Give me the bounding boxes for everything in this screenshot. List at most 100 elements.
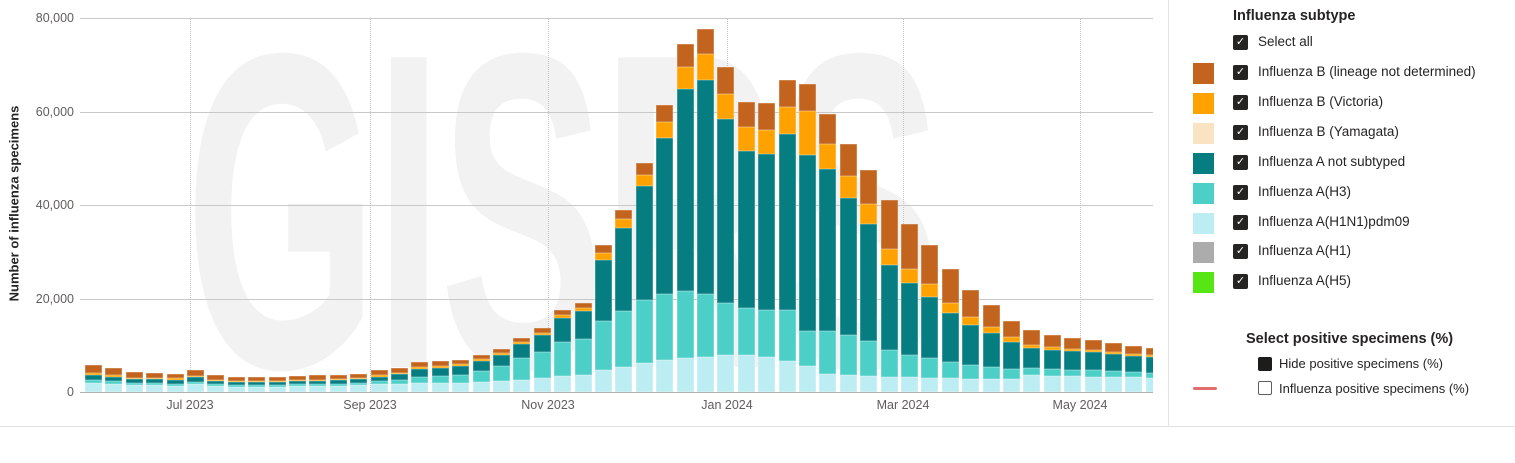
bar-segment-influenza-a-h1n1-pdm09[interactable] — [676, 358, 694, 392]
bar-segment-influenza-a-not-subtyped[interactable] — [105, 376, 123, 382]
week-bar[interactable] — [941, 269, 959, 392]
week-bar[interactable] — [758, 103, 776, 392]
bar-segment-influenza-a-h1n1-pdm09[interactable] — [717, 355, 735, 392]
bar-segment-influenza-a-h1n1-pdm09[interactable] — [493, 381, 510, 392]
bar-segment-influenza-a-not-subtyped[interactable] — [472, 361, 490, 371]
bar-segment-influenza-a-h3-[interactable] — [941, 362, 959, 379]
bar-segment-influenza-a-not-subtyped[interactable] — [839, 197, 857, 336]
bar-segment-influenza-b-victoria-[interactable] — [431, 365, 449, 368]
bar-segment-influenza-b-victoria-[interactable] — [166, 378, 184, 380]
week-bar[interactable] — [1023, 329, 1041, 392]
checkbox-checked-influenza-a-h5-[interactable]: ✓ — [1233, 274, 1248, 290]
bar-segment-influenza-a-h1n1-pdm09[interactable] — [166, 385, 184, 392]
bar-segment-influenza-a-h3-[interactable] — [350, 383, 368, 386]
bar-segment-influenza-b-victoria-[interactable] — [819, 144, 837, 170]
bar-segment-influenza-b-victoria-[interactable] — [1145, 355, 1153, 357]
week-bar[interactable] — [595, 244, 612, 392]
bar-segment-influenza-a-h1n1-pdm09[interactable] — [370, 384, 388, 392]
bar-segment-influenza-b-lineage-not-determined-[interactable] — [1003, 320, 1020, 337]
bar-segment-influenza-a-h3-[interactable] — [819, 330, 837, 374]
bar-segment-influenza-b-lineage-not-determined-[interactable] — [574, 303, 592, 308]
week-bar[interactable] — [1003, 320, 1020, 392]
bar-segment-influenza-a-not-subtyped[interactable] — [656, 137, 674, 294]
bar-segment-influenza-b-lineage-not-determined-[interactable] — [1043, 334, 1061, 348]
bar-segment-influenza-a-h1n1-pdm09[interactable] — [329, 385, 347, 392]
bar-segment-influenza-a-not-subtyped[interactable] — [533, 334, 551, 353]
bar-segment-influenza-a-not-subtyped[interactable] — [758, 154, 776, 310]
bar-segment-influenza-b-lineage-not-determined-[interactable] — [309, 375, 327, 380]
bar-segment-influenza-a-h3-[interactable] — [717, 303, 735, 356]
bar-segment-influenza-a-h1n1-pdm09[interactable] — [860, 375, 878, 392]
bar-segment-influenza-a-not-subtyped[interactable] — [431, 367, 449, 376]
bar-segment-influenza-a-h1n1-pdm09[interactable] — [85, 383, 102, 392]
bar-segment-influenza-a-not-subtyped[interactable] — [309, 380, 327, 385]
checkbox-checked-influenza-b-lineage-not-determined-[interactable]: ✓ — [1233, 65, 1248, 80]
bar-segment-influenza-b-victoria-[interactable] — [901, 269, 918, 284]
week-bar[interactable] — [125, 371, 143, 392]
bar-segment-influenza-a-not-subtyped[interactable] — [370, 376, 388, 382]
week-bar[interactable] — [860, 169, 878, 392]
week-bar[interactable] — [533, 327, 551, 392]
week-bar[interactable] — [1084, 340, 1102, 392]
bar-segment-influenza-a-not-subtyped[interactable] — [146, 379, 164, 384]
bar-segment-influenza-b-lineage-not-determined-[interactable] — [676, 43, 694, 67]
bar-segment-influenza-a-not-subtyped[interactable] — [166, 379, 184, 384]
bar-segment-influenza-b-lineage-not-determined-[interactable] — [595, 244, 612, 254]
bar-segment-influenza-a-not-subtyped[interactable] — [248, 382, 266, 385]
bar-segment-influenza-b-victoria-[interactable] — [697, 53, 714, 81]
bar-segment-influenza-b-victoria-[interactable] — [880, 248, 898, 265]
bar-segment-influenza-a-not-subtyped[interactable] — [737, 150, 755, 308]
bar-segment-influenza-b-lineage-not-determined-[interactable] — [941, 269, 959, 303]
bar-segment-influenza-b-victoria-[interactable] — [309, 379, 327, 381]
bar-segment-influenza-b-lineage-not-determined-[interactable] — [370, 370, 388, 376]
bar-segment-influenza-b-lineage-not-determined-[interactable] — [493, 348, 510, 354]
bar-segment-influenza-a-h3-[interactable] — [799, 331, 816, 367]
week-bar[interactable] — [1043, 334, 1061, 392]
bar-segment-influenza-a-not-subtyped[interactable] — [595, 259, 612, 322]
bar-segment-influenza-a-h3-[interactable] — [85, 379, 102, 384]
bar-segment-influenza-a-h1n1-pdm09[interactable] — [737, 354, 755, 392]
bar-segment-influenza-b-lineage-not-determined-[interactable] — [819, 113, 837, 145]
bar-segment-influenza-a-h3-[interactable] — [227, 384, 245, 387]
week-bar[interactable] — [431, 361, 449, 392]
bar-segment-influenza-a-h1n1-pdm09[interactable] — [1043, 375, 1061, 392]
bar-segment-influenza-b-victoria-[interactable] — [1003, 336, 1020, 342]
bar-segment-influenza-a-not-subtyped[interactable] — [676, 88, 694, 291]
bar-segment-influenza-b-victoria-[interactable] — [370, 375, 388, 377]
bar-segment-influenza-b-victoria-[interactable] — [452, 364, 470, 367]
week-bar[interactable] — [1145, 348, 1153, 392]
bar-segment-influenza-b-victoria-[interactable] — [472, 359, 490, 362]
bar-segment-influenza-b-lineage-not-determined-[interactable] — [799, 83, 816, 112]
bar-segment-influenza-a-h3-[interactable] — [676, 290, 694, 359]
bar-segment-influenza-b-victoria-[interactable] — [615, 219, 633, 228]
bar-segment-influenza-a-h1n1-pdm09[interactable] — [411, 383, 429, 392]
bar-segment-influenza-b-victoria-[interactable] — [921, 284, 939, 297]
week-bar[interactable] — [1105, 342, 1122, 392]
bar-segment-influenza-a-h1n1-pdm09[interactable] — [1064, 376, 1082, 392]
week-bar[interactable] — [309, 375, 327, 392]
bar-segment-influenza-a-h1n1-pdm09[interactable] — [472, 382, 490, 392]
bar-segment-influenza-b-victoria-[interactable] — [350, 378, 368, 380]
bar-segment-influenza-a-h3-[interactable] — [289, 384, 306, 387]
bar-segment-influenza-b-victoria-[interactable] — [676, 66, 694, 89]
bar-segment-influenza-b-lineage-not-determined-[interactable] — [880, 199, 898, 249]
bar-segment-influenza-b-victoria-[interactable] — [1064, 348, 1082, 352]
checkbox-checked-influenza-b-victoria-[interactable]: ✓ — [1233, 94, 1248, 110]
bar-segment-influenza-b-lineage-not-determined-[interactable] — [1125, 346, 1143, 354]
week-bar[interactable] — [962, 290, 980, 392]
bar-segment-influenza-b-lineage-not-determined-[interactable] — [697, 28, 714, 54]
week-bar[interactable] — [391, 367, 408, 392]
bar-segment-influenza-a-h1n1-pdm09[interactable] — [656, 360, 674, 392]
bar-segment-influenza-a-h3-[interactable] — [1064, 370, 1082, 377]
bar-segment-influenza-a-h1n1-pdm09[interactable] — [1125, 377, 1143, 392]
bar-segment-influenza-a-h3-[interactable] — [982, 366, 1000, 379]
bar-segment-influenza-a-not-subtyped[interactable] — [574, 311, 592, 339]
bar-segment-influenza-a-h1n1-pdm09[interactable] — [778, 361, 796, 392]
bar-segment-influenza-a-h3-[interactable] — [370, 381, 388, 385]
bar-segment-influenza-b-lineage-not-determined-[interactable] — [1105, 342, 1122, 352]
bar-segment-influenza-a-not-subtyped[interactable] — [962, 324, 980, 365]
checkbox-checked-influenza-a-h1-[interactable]: ✓ — [1233, 244, 1248, 260]
bar-segment-influenza-b-lineage-not-determined-[interactable] — [737, 101, 755, 128]
bar-segment-influenza-b-lineage-not-determined-[interactable] — [268, 377, 286, 382]
bar-segment-influenza-b-lineage-not-determined-[interactable] — [901, 224, 918, 270]
